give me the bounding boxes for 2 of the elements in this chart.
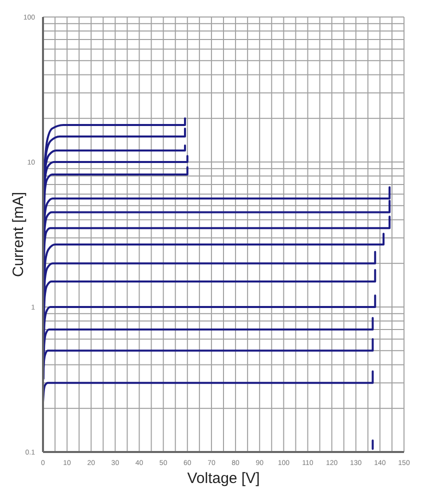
x-axis-title: Voltage [V] [187,470,260,487]
y-axis-title: Current [mA] [10,192,26,278]
